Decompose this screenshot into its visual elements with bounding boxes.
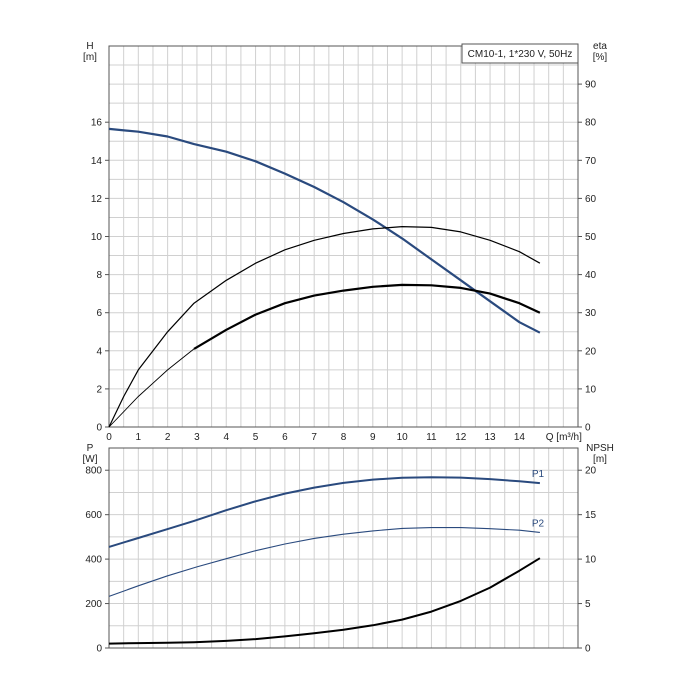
curve-line [193,283,541,350]
left-axis-label: P [87,443,94,454]
x-tick-label: 6 [282,432,288,443]
left-tick-label: 200 [85,599,102,610]
right-axis-label: eta [593,41,607,52]
left-tick-label: 4 [96,346,102,357]
left-tick-label: 400 [85,555,102,566]
legend-frame [461,43,579,64]
left-axis-label: H [86,41,93,52]
left-tick-label: 6 [96,308,102,319]
series-label: P2 [532,518,545,529]
x-axis-label: Q [m³/h] [546,432,582,443]
right-tick-label: 30 [585,308,597,319]
right-axis-unit: [m] [593,454,607,465]
right-tick-label: 10 [585,384,597,395]
curve-line [108,557,541,645]
right-tick-label: 50 [585,232,597,243]
series-label: P1 [532,469,545,480]
left-tick-label: 10 [91,232,103,243]
x-tick-label: 2 [165,432,171,443]
legend-text: CM10-1, 1*230 V, 50Hz [468,49,573,60]
x-tick-label: 7 [311,432,317,443]
left-tick-label: 0 [96,644,102,655]
right-tick-label: 20 [585,466,597,477]
x-tick-label: 14 [514,432,526,443]
left-tick-label: 8 [96,270,102,281]
right-tick-label: 70 [585,156,597,167]
left-tick-label: 600 [85,510,102,521]
left-tick-label: 0 [96,423,102,434]
right-tick-label: 0 [585,644,591,655]
legend-box: CM10-1, 1*230 V, 50Hz [461,43,579,64]
right-tick-label: 90 [585,80,597,91]
plot-frame [108,447,579,649]
right-tick-label: 20 [585,346,597,357]
curve-line [108,527,540,597]
right-axis-label: NPSH [586,443,614,454]
right-tick-label: 0 [585,423,591,434]
left-tick-label: 800 [85,466,102,477]
right-tick-label: 80 [585,118,597,129]
x-tick-label: 0 [106,432,112,443]
left-axis-unit: [W] [83,454,98,465]
curve-thin-segment [108,348,195,428]
x-tick-label: 9 [370,432,376,443]
left-axis-unit: [m] [83,52,97,63]
x-tick-label: 12 [455,432,467,443]
x-tick-label: 4 [223,432,229,443]
x-tick-label: 1 [136,432,142,443]
right-axis-unit: [%] [593,52,608,63]
left-tick-label: 2 [96,384,102,395]
x-tick-label: 5 [253,432,259,443]
x-tick-label: 3 [194,432,200,443]
left-tick-label: 12 [91,194,103,205]
right-tick-label: 60 [585,194,597,205]
left-tick-label: 14 [91,156,103,167]
right-tick-label: 5 [585,599,591,610]
right-tick-label: 15 [585,510,597,521]
curve-line [108,226,541,428]
x-tick-label: 11 [426,432,437,443]
x-tick-label: 8 [341,432,347,443]
right-tick-label: 10 [585,555,597,566]
right-tick-label: 40 [585,270,597,281]
left-tick-label: 16 [91,118,103,129]
x-tick-label: 13 [485,432,497,443]
curve-line [108,476,540,548]
x-tick-label: 10 [397,432,409,443]
